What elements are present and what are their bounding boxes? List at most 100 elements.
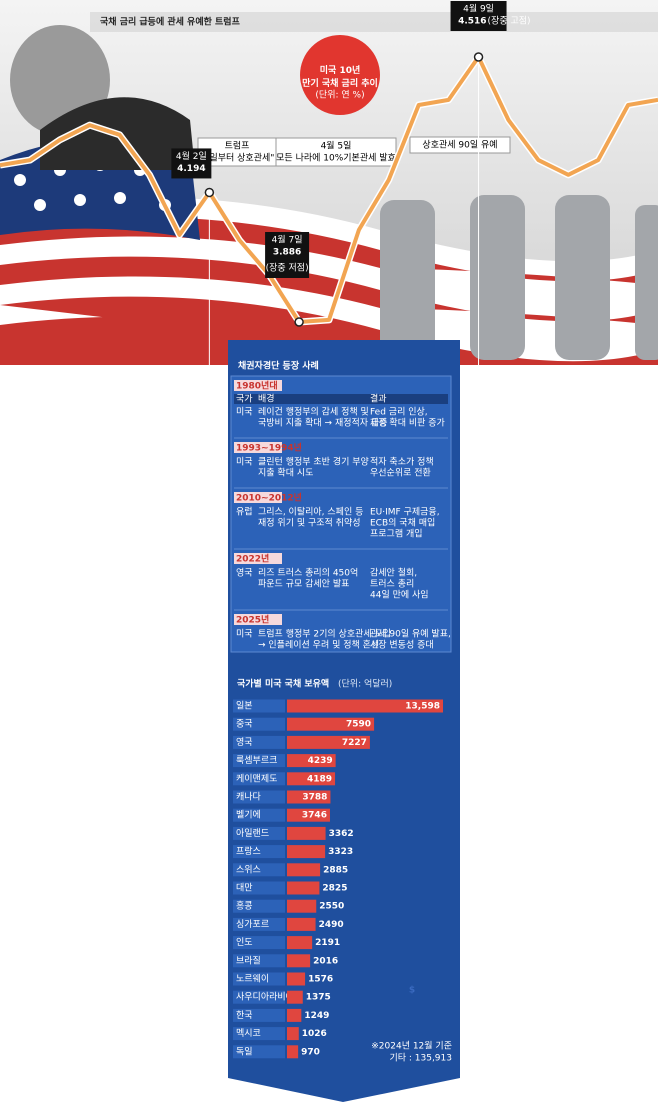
period: 1980년대 — [236, 380, 278, 392]
bar — [287, 990, 303, 1004]
country: 영국 — [236, 568, 253, 579]
bar — [287, 899, 317, 913]
value-label: 2885 — [323, 865, 348, 875]
label-chip — [233, 735, 285, 749]
category-label: 프랑스 — [236, 845, 261, 857]
callout-box — [265, 232, 310, 278]
label-chip — [233, 990, 285, 1004]
label-chip — [233, 936, 285, 950]
callout-box — [450, 1, 507, 31]
table-title: 채권자경단 등장 사례 — [238, 360, 319, 372]
result-text: 시장 변동성 증대 — [370, 640, 434, 651]
category-label: 사우디아라비아 — [236, 992, 295, 1003]
period-chip — [234, 492, 282, 503]
background-text: 레이건 행정부의 감세 정책 및 — [258, 406, 369, 418]
result-text: EU·IMF 구제금융, — [370, 507, 440, 518]
category-label: 홍콩 — [236, 900, 253, 912]
label-chip — [233, 972, 285, 986]
background-text: 지출 확대 시도 — [258, 467, 313, 479]
value-label: 7590 — [346, 720, 371, 730]
value-label: 2550 — [319, 902, 344, 912]
category-label: 룩셈부르크 — [236, 755, 277, 766]
label-chip — [233, 772, 285, 786]
label-chip — [233, 863, 285, 877]
result-text: 트러스 총리 — [370, 579, 414, 590]
footnote: 기타 : 135,913 — [389, 1053, 452, 1064]
callout-value: 4.516 — [458, 17, 486, 27]
category-label: 캐나다 — [236, 792, 262, 803]
category-label: 중국 — [236, 719, 253, 730]
value-label: 13,598 — [405, 702, 440, 712]
background-text: → 인플레이션 우려 및 정책 혼선 — [258, 639, 379, 651]
bar — [287, 717, 375, 731]
background-text: 파운드 규모 감세안 발표 — [258, 578, 349, 590]
bar — [287, 917, 316, 931]
value-label: 3746 — [302, 811, 327, 821]
category-label: 영국 — [236, 737, 253, 748]
data-point — [204, 187, 215, 198]
category-label: 인도 — [236, 937, 253, 948]
country: 유럽 — [236, 507, 253, 518]
event-pause: 상호관세 90일 유예 — [409, 136, 511, 154]
period-chip — [234, 614, 282, 625]
value-label: 1576 — [308, 975, 333, 985]
bar — [287, 790, 331, 804]
category-label: 케이맨제도 — [236, 773, 277, 784]
label-chip — [233, 899, 285, 913]
label-chip — [233, 1027, 285, 1041]
bar — [287, 826, 326, 840]
value-label: 3323 — [328, 847, 353, 857]
result-text: 재정 확대 비판 증가 — [370, 417, 445, 429]
label-chip — [233, 826, 285, 840]
column-header: 국가 — [236, 394, 253, 405]
country: 미국 — [236, 407, 253, 418]
event-text: 모든 나라에 10%기본관세 발효 — [276, 153, 396, 164]
label-chip — [233, 790, 285, 804]
bar-unit: (단위: 억달러) — [338, 678, 392, 690]
column-header: 결과 — [370, 394, 387, 405]
callout-value: 4.194 — [177, 164, 205, 174]
period-chip — [234, 380, 282, 391]
value-label: 970 — [301, 1047, 320, 1057]
category-label: 대만 — [236, 883, 253, 894]
bar — [287, 754, 336, 768]
line-layer: 4월 2일 4.194 4월 7일 3.886 (장중 저점) 4월 9일 4.516 (장중… — [0, 1, 658, 365]
event-tariff: 4월 5일 모든 나라에 10%기본관세 발효 — [275, 137, 397, 167]
category-label: 일본 — [236, 701, 253, 712]
bar — [287, 1045, 299, 1059]
bar — [287, 845, 326, 859]
value-label: 4239 — [308, 756, 333, 766]
result-text: 44일 만에 사임 — [370, 589, 429, 601]
unit: (단위: 연 %) — [315, 90, 364, 101]
header-row — [234, 394, 448, 404]
background-text: 재정 위기 및 구조적 취약성 — [258, 517, 361, 529]
bar-title: 국가별 미국 국채 보유액 — [237, 678, 329, 690]
bar-chart: 일본 13,598 중국 7590 영국 7227 룩셈부르크 4239 케이맨제도 4189 캐나… — [233, 699, 443, 1059]
result-text: 프로그램 개입 — [370, 528, 423, 540]
category-label: 벨기에 — [236, 810, 261, 821]
category-label: 싱가포르 — [236, 919, 269, 930]
background-text: 트럼프 행정부 2기의 상호관세 도입 — [258, 628, 391, 640]
background-text: 리즈 트러스 총리의 450억 — [258, 567, 358, 579]
value-label: 1249 — [304, 1011, 329, 1021]
bar — [287, 772, 336, 786]
category-label: 노르웨이 — [236, 973, 269, 985]
rate-line — [0, 55, 658, 324]
value-label: 3362 — [329, 829, 354, 839]
value-label: 2825 — [322, 884, 347, 894]
data-point — [473, 52, 484, 62]
table-panel — [230, 375, 452, 653]
period-chip — [234, 442, 282, 453]
label-chip — [233, 954, 285, 968]
bar — [287, 936, 313, 950]
period: 1993~1994년 — [236, 442, 302, 454]
column-header: 배경 — [258, 393, 275, 405]
headline-band — [90, 12, 658, 32]
label-chip — [233, 717, 285, 731]
event-title: 4월 5일 — [321, 140, 352, 152]
result-text: ECB의 국채 매입 — [370, 517, 435, 529]
label-chip — [233, 845, 285, 859]
category-label: 독일 — [236, 1046, 253, 1057]
subtitle: 미국 10년 만기 국채 금리 추이 — [302, 64, 378, 89]
